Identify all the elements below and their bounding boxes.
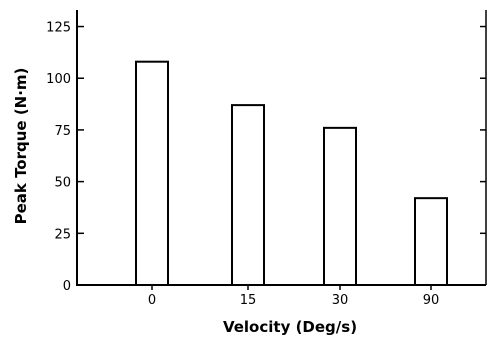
y-tick-label: 0 [63,279,71,294]
x-tick-label: 90 [423,293,440,308]
y-tick-label: 25 [54,227,71,242]
bar-30 [323,126,357,286]
y-tick-label: 125 [46,21,71,36]
x-tick-label: 30 [332,293,349,308]
bar-0 [135,60,169,287]
bar-15 [231,104,265,287]
x-axis-title: Velocity (Deg/s) [223,318,357,336]
y-tick-label: 75 [54,124,71,139]
y-tick-label: 100 [46,72,71,87]
y-axis-title: Peak Torque (N·m) [12,68,30,225]
y-tick-label: 50 [54,176,71,191]
plot-area: 0 25 50 75 100 125 0 15 30 90 [46,10,487,308]
x-tick-label: 0 [148,293,156,308]
x-tick-label: 15 [240,293,257,308]
bar-90 [414,197,448,286]
